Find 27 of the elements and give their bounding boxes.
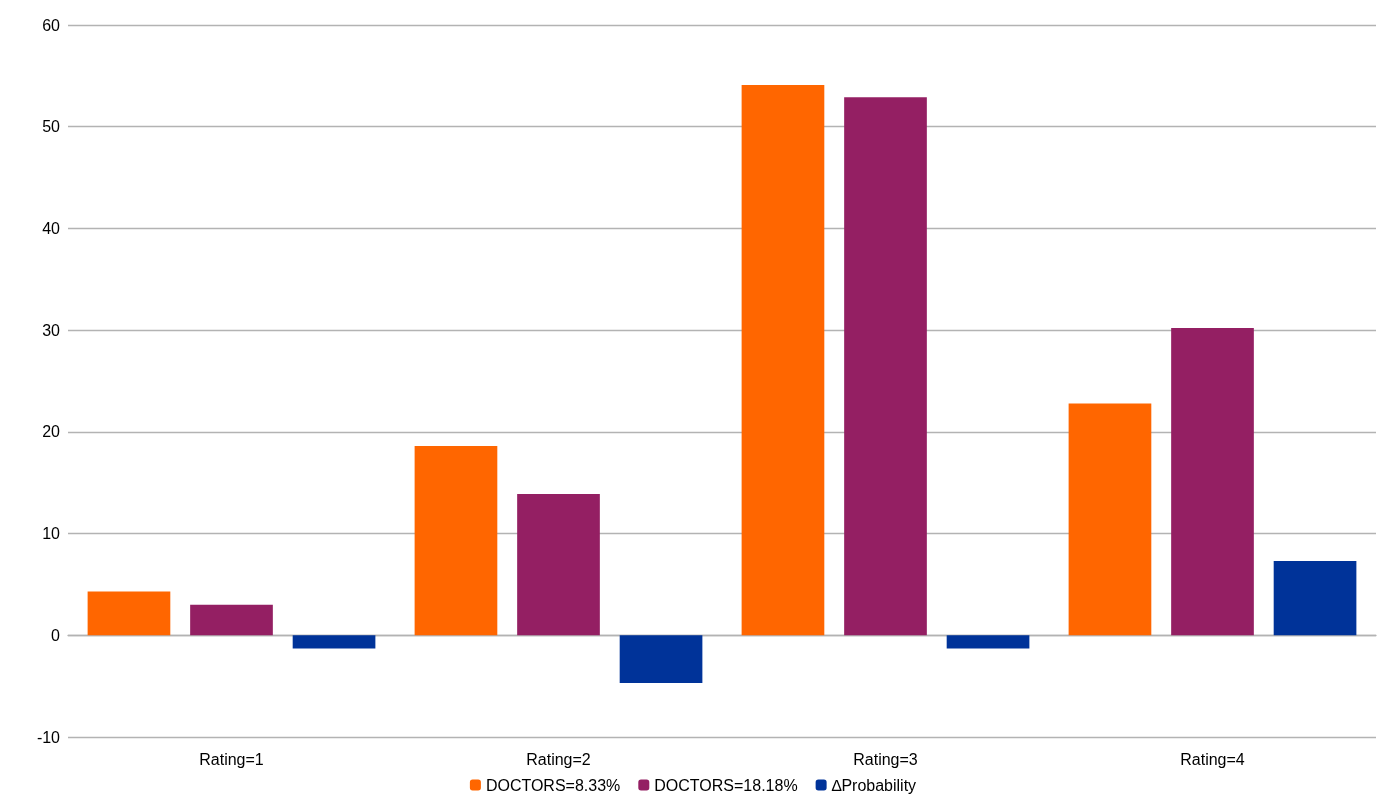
x-tick-label: Rating=1	[199, 750, 264, 768]
bar	[946, 635, 1030, 649]
bar	[414, 446, 498, 636]
bar	[517, 493, 600, 636]
x-tick-label: Rating=2	[526, 750, 591, 768]
y-tick-label: 0	[51, 626, 61, 644]
bar	[741, 85, 825, 636]
legend-label: DOCTORS=8.33%	[485, 776, 621, 794]
x-tick-label: Rating=4	[1180, 750, 1245, 768]
bar	[1068, 403, 1152, 636]
y-tick-label: 30	[42, 321, 61, 339]
bar	[1171, 328, 1254, 636]
bar	[844, 97, 927, 636]
bar	[1273, 561, 1357, 636]
y-tick-label: -10	[36, 728, 61, 746]
y-tick-label: 20	[42, 423, 61, 441]
bar	[292, 635, 376, 649]
legend-label: DOCTORS=18.18%	[654, 776, 798, 794]
bar	[87, 591, 171, 636]
x-tick-label: Rating=3	[853, 750, 918, 768]
y-tick-label: 40	[42, 219, 61, 237]
bar	[619, 635, 703, 684]
y-tick-label: 60	[42, 16, 61, 34]
bar	[190, 604, 273, 636]
y-tick-label: 50	[42, 118, 61, 136]
legend-label: ∆Probability	[831, 776, 917, 794]
y-tick-label: 10	[42, 525, 61, 543]
